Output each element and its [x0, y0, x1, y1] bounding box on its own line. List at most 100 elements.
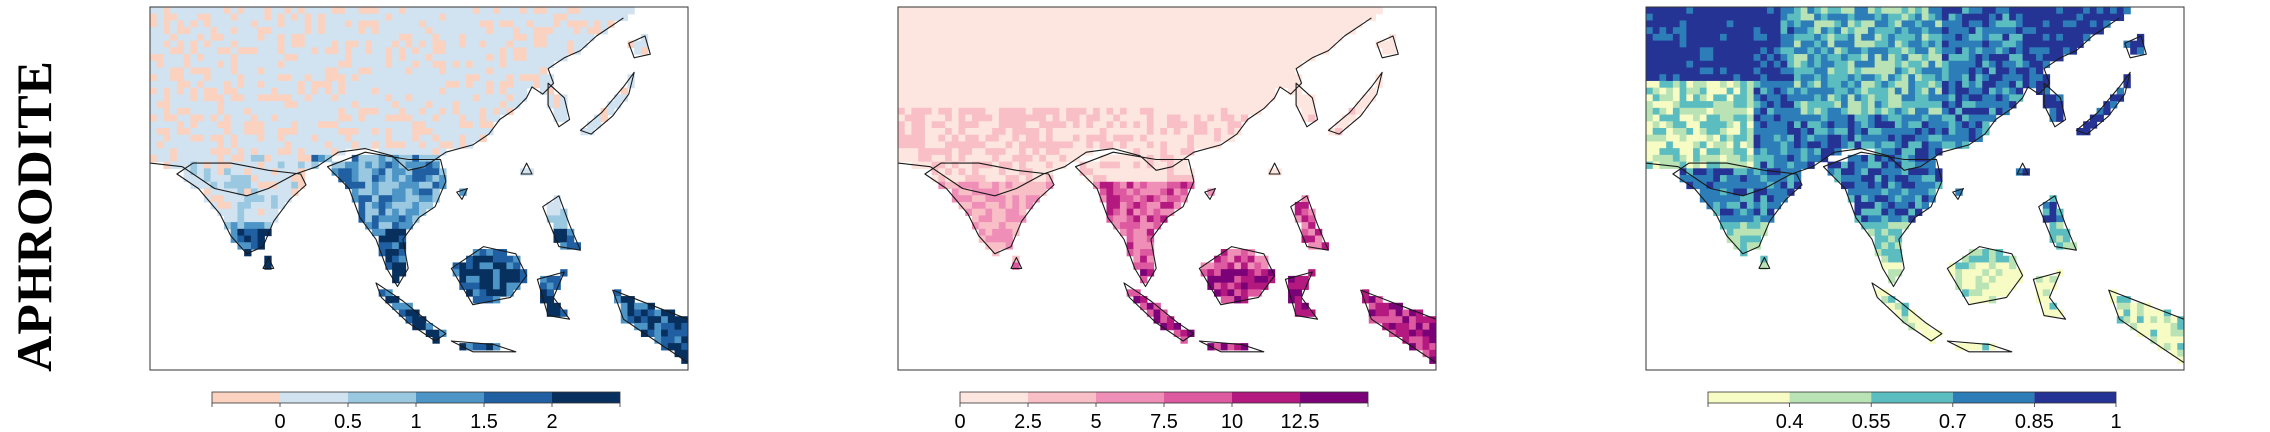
grid-cell: [1086, 27, 1094, 35]
grid-cell: [931, 60, 939, 69]
grid-cell: [398, 195, 407, 203]
grid-cell: [1834, 107, 1842, 116]
grid-cell: [1807, 67, 1815, 75]
grid-cell: [1834, 74, 1842, 82]
grid-cell: [978, 181, 987, 190]
grid-cell: [230, 87, 239, 95]
grid-cell: [580, 27, 588, 35]
grid-cell: [385, 107, 393, 116]
grid-cell: [1220, 255, 1229, 264]
grid-cell: [1066, 80, 1074, 89]
grid-cell: [486, 107, 494, 116]
grid-cell: [398, 47, 407, 55]
grid-cell: [971, 128, 980, 136]
grid-cell: [237, 195, 245, 203]
grid-cell: [2083, 33, 2091, 42]
grid-cell: [533, 33, 541, 42]
grid-cell: [1227, 269, 1235, 277]
grid-cell: [1106, 175, 1114, 183]
grid-cell: [1827, 13, 1835, 22]
grid-cell: [1106, 87, 1114, 95]
grid-cell: [640, 302, 649, 311]
grid-cell: [1207, 67, 1215, 75]
grid-cell: [1146, 60, 1155, 69]
grid-cell: [291, 87, 299, 95]
grid-cell: [311, 27, 319, 35]
grid-cell: [533, 67, 541, 75]
grid-cell: [1193, 54, 1202, 62]
grid-cell: [223, 20, 232, 28]
grid-cell: [985, 87, 993, 95]
grid-cell: [1659, 87, 1667, 95]
grid-cell: [553, 47, 561, 55]
grid-cell: [1402, 336, 1410, 344]
grid-cell: [1220, 114, 1229, 122]
grid-cell: [1005, 67, 1013, 75]
grid-cell: [1032, 168, 1040, 176]
grid-cell: [1666, 67, 1674, 75]
grid-cell: [985, 215, 993, 223]
grid-cell: [1867, 13, 1876, 22]
grid-cell: [311, 67, 319, 75]
grid-cell: [499, 7, 508, 15]
grid-cell: [1187, 114, 1195, 122]
grid-cell: [1854, 33, 1862, 42]
grid-cell: [506, 269, 514, 277]
grid-cell: [1740, 128, 1748, 136]
grid-cell: [176, 101, 185, 109]
grid-cell: [1915, 33, 1923, 42]
grid-cell: [1173, 168, 1182, 176]
grid-cell: [1874, 87, 1882, 95]
grid-cell: [593, 20, 602, 28]
grid-cell: [1019, 27, 1027, 35]
grid-cell: [540, 80, 548, 89]
grid-cell: [2009, 67, 2017, 75]
grid-cell: [277, 175, 286, 183]
grid-cell: [1881, 54, 1889, 62]
grid-cell: [1814, 114, 1822, 122]
grid-cell: [1059, 20, 1067, 28]
grid-cell: [1025, 154, 1034, 163]
grid-cell: [392, 275, 400, 284]
grid-cell: [1294, 40, 1303, 48]
grid-cell: [911, 74, 919, 82]
grid-cell: [1126, 40, 1134, 48]
grid-cell: [998, 7, 1007, 15]
grid-cell: [398, 148, 407, 156]
grid-cell: [217, 60, 225, 69]
grid-cell: [938, 128, 946, 136]
grid-cell: [452, 269, 460, 277]
grid-cell: [432, 40, 440, 48]
grid-cell: [1254, 289, 1262, 297]
grid-cell: [324, 40, 333, 48]
grid-cell: [1733, 114, 1741, 122]
grid-cell: [1146, 249, 1155, 257]
grid-cell: [1767, 7, 1775, 15]
grid-cell: [385, 114, 393, 122]
grid-cell: [945, 121, 953, 129]
grid-cell: [998, 40, 1007, 48]
grid-cell: [1773, 20, 1782, 28]
grid-cell: [479, 60, 487, 69]
grid-cell: [1888, 33, 1896, 42]
grid-cell: [284, 7, 292, 15]
grid-cell: [1935, 101, 1943, 109]
grid-cell: [1180, 128, 1188, 136]
grid-cell: [237, 235, 245, 243]
grid-cell: [1119, 13, 1128, 22]
grid-cell: [1686, 60, 1694, 69]
grid-cell: [1355, 107, 1363, 116]
grid-cell: [1039, 27, 1047, 35]
grid-cell: [1726, 54, 1735, 62]
grid-cell: [1093, 33, 1101, 42]
grid-cell: [230, 228, 239, 237]
grid-cell: [958, 60, 966, 69]
grid-cell: [1059, 161, 1067, 169]
grid-cell: [1368, 302, 1377, 311]
grid-cell: [1847, 101, 1856, 109]
grid-cell: [1187, 121, 1195, 129]
grid-cell: [1140, 121, 1148, 129]
grid-cell: [1901, 74, 1909, 82]
grid-cell: [1193, 20, 1202, 28]
grid-cell: [1045, 7, 1054, 15]
